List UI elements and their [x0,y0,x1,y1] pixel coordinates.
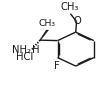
Polygon shape [39,30,48,40]
Text: HCl: HCl [15,52,33,62]
Text: H: H [32,45,40,55]
Text: F: F [54,61,59,71]
Text: CH₃: CH₃ [60,2,78,12]
Text: CH₃: CH₃ [39,19,55,28]
Text: O: O [73,16,80,26]
Text: NH₂: NH₂ [12,45,30,55]
